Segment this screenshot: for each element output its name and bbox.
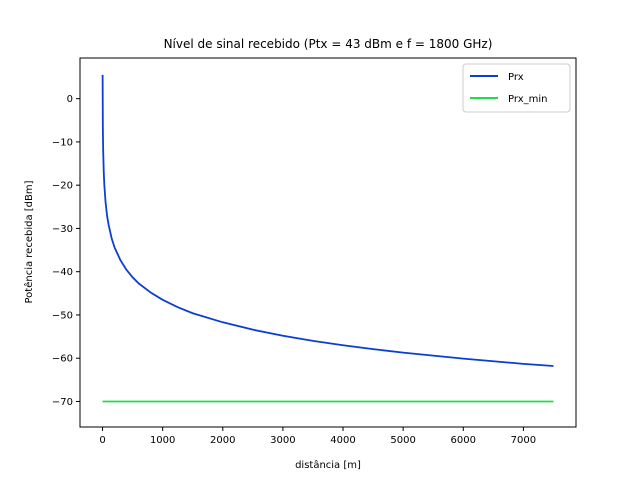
- x-tick-label: 6000: [451, 435, 476, 446]
- series-line-prx: [101, 74, 554, 367]
- y-tick-label: −10: [52, 137, 73, 148]
- legend-label-prx-min: Prx_min: [508, 94, 547, 105]
- x-axis: 0 1000 2000 3000 4000 5000 6000 7000: [99, 427, 536, 446]
- x-tick-label: 7000: [511, 435, 536, 446]
- legend: Prx Prx_min: [462, 63, 571, 113]
- series-layer: [101, 74, 554, 403]
- legend-label-prx: Prx: [508, 72, 524, 83]
- x-tick-label: 1000: [150, 435, 175, 446]
- x-axis-label: distância [m]: [295, 459, 361, 471]
- y-tick-label: 0: [67, 94, 73, 105]
- x-tick-label: 4000: [330, 435, 355, 446]
- y-tick-label: −60: [52, 354, 73, 365]
- x-tick-label: 2000: [210, 435, 235, 446]
- y-tick-label: −20: [52, 181, 73, 192]
- x-tick-label: 5000: [390, 435, 415, 446]
- y-tick-label: −50: [52, 310, 73, 321]
- y-tick-label: −30: [52, 224, 73, 235]
- chart-title: Nível de sinal recebido (Ptx = 43 dBm e …: [164, 37, 493, 51]
- x-tick-label: 0: [99, 435, 105, 446]
- x-tick-label: 3000: [270, 435, 295, 446]
- axes-frame: [79, 57, 577, 428]
- y-axis: 0 −10 −20 −30 −40 −50 −60 −70: [52, 94, 80, 408]
- plot-area: [79, 57, 577, 428]
- y-tick-label: −40: [52, 267, 73, 278]
- y-axis-label: Potência recebida [dBm]: [23, 180, 35, 303]
- y-tick-label: −70: [52, 397, 73, 408]
